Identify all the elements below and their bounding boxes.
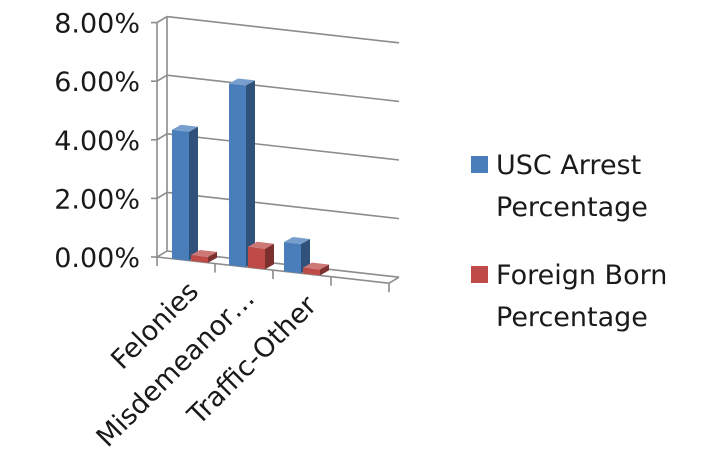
bar-top — [248, 241, 274, 249]
gridline — [166, 133, 400, 161]
bar-front — [172, 129, 189, 261]
bar — [284, 237, 310, 274]
bar-top — [284, 237, 310, 244]
side-wall-gridline — [156, 15, 168, 24]
bar-front — [248, 246, 265, 270]
legend-swatch — [471, 266, 488, 283]
bar-front — [303, 267, 320, 276]
bar — [248, 241, 274, 270]
bar-side — [320, 264, 329, 276]
bar-side — [246, 80, 255, 268]
legend-label: USC Arrest — [496, 150, 641, 181]
y-tick-label: 0.00% — [54, 243, 140, 274]
legend-label: Percentage — [496, 192, 648, 223]
side-wall-gridline — [156, 74, 168, 82]
gridline — [166, 74, 400, 103]
legend-swatch — [471, 156, 488, 173]
bar-front — [284, 242, 301, 274]
bar — [229, 78, 255, 268]
bar-front — [191, 254, 208, 263]
side-wall-gridline — [156, 133, 168, 141]
legend-label: Foreign Born — [496, 260, 667, 291]
y-tick-label: 8.00% — [54, 9, 140, 40]
legend-entry: USC Arrest Percentage — [471, 150, 648, 223]
bar-front — [229, 83, 246, 268]
y-tick-label: 4.00% — [54, 126, 140, 157]
gridlines — [156, 15, 400, 279]
bar-side — [189, 126, 198, 261]
bar-side — [301, 238, 310, 274]
bar-top — [172, 124, 198, 132]
bar-top — [191, 249, 217, 257]
bar-side — [265, 243, 274, 270]
side-wall-gridline — [156, 250, 168, 258]
gridline — [166, 191, 400, 220]
bar — [191, 249, 217, 263]
legend-entry: Foreign Born Percentage — [471, 260, 667, 333]
bar-side — [208, 251, 217, 263]
floor-right-edge — [388, 276, 400, 284]
legend: USC Arrest Percentage Foreign Born Percenta… — [471, 150, 667, 333]
legend-label: Percentage — [496, 302, 648, 333]
gridline — [166, 15, 400, 44]
y-axis-ticks: 0.00% 2.00% 4.00% 6.00% 8.00% — [54, 9, 157, 274]
y-tick-label: 2.00% — [54, 184, 140, 215]
bar — [172, 124, 198, 261]
side-wall-gridline — [156, 191, 168, 200]
y-tick-label: 6.00% — [54, 67, 140, 98]
bar — [303, 262, 329, 276]
bar-top — [303, 262, 329, 270]
bars — [172, 78, 329, 276]
bar-top — [229, 78, 255, 86]
